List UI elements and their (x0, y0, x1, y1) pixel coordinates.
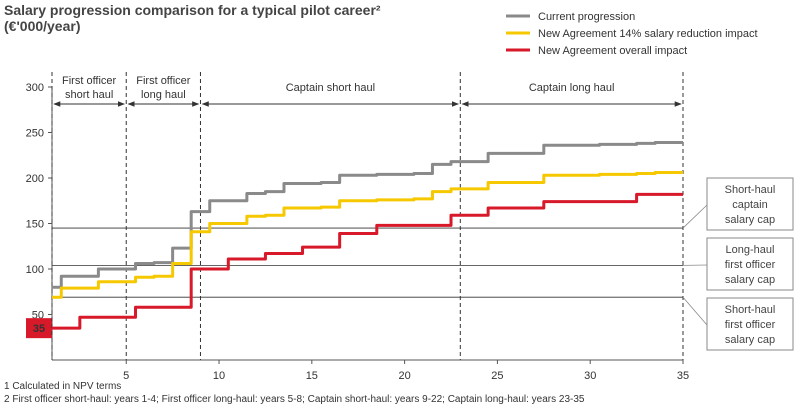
x-tick-label: 20 (398, 370, 410, 382)
salary-cap-label: first officer (725, 259, 776, 271)
salary-cap-label: first officer (725, 319, 776, 331)
series-line (52, 141, 683, 289)
footnote-2: 2 First officer short-haul: years 1-4; F… (4, 394, 585, 405)
y-tick-label: 300 (26, 82, 44, 94)
salary-cap-label: salary cap (725, 214, 775, 226)
salary-cap-connector (682, 204, 708, 229)
phase-label: short haul (65, 89, 113, 101)
y-tick-label: 150 (26, 219, 44, 231)
salary-cap-box (706, 177, 794, 231)
salary-cap-box (706, 237, 794, 291)
series-line (52, 171, 683, 299)
highlight-value-box (26, 318, 52, 339)
legend-label: Current progression (538, 11, 635, 23)
x-tick-label: 5 (123, 370, 129, 382)
y-tick-label: 100 (26, 264, 44, 276)
salary-cap-label: Long-haul (726, 244, 775, 256)
salary-cap-box (706, 297, 794, 351)
salary-cap-label: captain (732, 199, 767, 211)
x-tick-label: 10 (213, 370, 225, 382)
x-tick-label: 35 (677, 370, 689, 382)
phase-label: First officer (136, 75, 191, 87)
y-tick-label: 250 (26, 128, 44, 140)
phase-label: Captain long haul (529, 82, 615, 94)
salary-cap-connector (682, 296, 708, 326)
phase-label: long haul (141, 89, 186, 101)
chart-title-line-2: (€'000/year) (4, 18, 81, 34)
salary-cap-label: salary cap (725, 334, 775, 346)
phase-label: First officer (62, 75, 117, 87)
legend-label: New Agreement 14% salary reduction impac… (538, 28, 758, 40)
series-line (52, 192, 683, 330)
x-tick-label: 30 (584, 370, 596, 382)
salary-cap-label: Short-haul (725, 304, 776, 316)
x-tick-label: 25 (491, 370, 503, 382)
footnote-1: 1 Calculated in NPV terms (4, 381, 122, 392)
chart-title: Salary progression comparison for a typi… (4, 2, 381, 34)
highlight-value-label: 35 (33, 323, 45, 335)
x-tick-label: 15 (306, 370, 318, 382)
salary-cap-label: Short-haul (725, 184, 776, 196)
salary-cap-label: salary cap (725, 274, 775, 286)
y-tick-label: 200 (26, 173, 44, 185)
phase-label: Captain short haul (286, 82, 375, 94)
legend-label: New Agreement overall impact (538, 45, 687, 57)
footnotes: 1 Calculated in NPV terms 2 First office… (4, 380, 584, 406)
chart-title-line-1: Salary progression comparison for a typi… (4, 2, 381, 18)
